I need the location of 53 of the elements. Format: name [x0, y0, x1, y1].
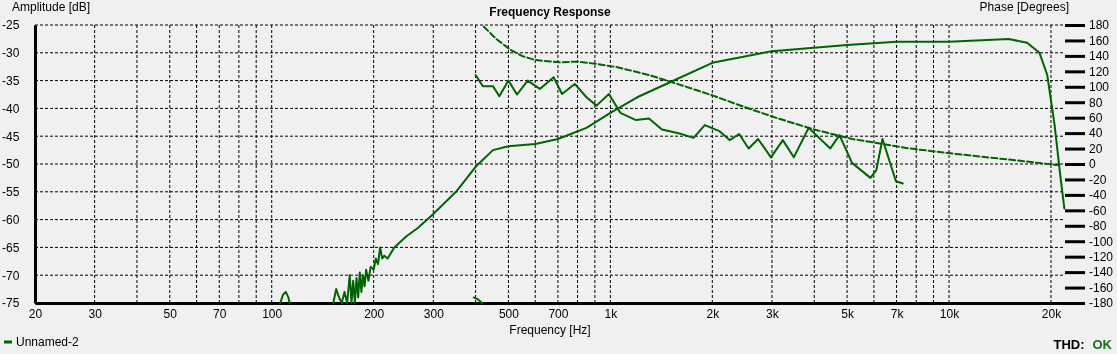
x-tick-label: 70 — [213, 306, 227, 321]
y2-tick-label: 160 — [1089, 33, 1110, 48]
y2-tick-label: 120 — [1089, 64, 1110, 79]
y2-tick-label: -160 — [1089, 280, 1114, 295]
y2-tick-label: -100 — [1089, 234, 1114, 249]
y-tick-label: -25 — [2, 18, 20, 33]
x-tick-label: 200 — [364, 306, 385, 321]
y2-tick-label: 0 — [1089, 157, 1096, 172]
x-tick-label: 700 — [548, 306, 569, 321]
text: THD: — [1053, 337, 1085, 352]
y2-tick-label: -40 — [1089, 188, 1107, 203]
y-tick-label: -50 — [2, 157, 20, 172]
x-tick-label: 3k — [766, 306, 780, 321]
x-tick-label: 50 — [163, 306, 178, 321]
x-tick-label: 10k — [939, 306, 961, 321]
y2-tick-label: -180 — [1089, 296, 1114, 311]
y-tick-label: -35 — [2, 73, 20, 88]
y2-tick-label: -20 — [1089, 172, 1107, 187]
x-tick-label: 20k — [1041, 306, 1063, 321]
y-tick-label: -55 — [2, 185, 20, 200]
y-axis-title: Amplitude [dB] — [12, 0, 91, 14]
y2-tick-label: -80 — [1089, 219, 1107, 234]
y2-tick-label: -60 — [1089, 203, 1107, 218]
chart-title: Frequency Response — [489, 5, 612, 19]
x-tick-label: 5k — [841, 306, 855, 321]
x-tick-label: 300 — [423, 306, 445, 321]
x-tick-label: 30 — [88, 306, 103, 321]
y2-tick-label: 100 — [1089, 80, 1110, 95]
y2-tick-label: 80 — [1089, 95, 1103, 110]
y2-tick-label: 40 — [1089, 126, 1103, 141]
x-tick-label: 2k — [706, 306, 721, 321]
y2-tick-label: 140 — [1089, 49, 1110, 64]
y-tick-label: -75 — [2, 296, 20, 311]
x-tick-label: 20 — [28, 306, 43, 321]
y-tick-label: -60 — [2, 212, 20, 227]
x-tick-label: 1k — [604, 306, 619, 321]
x-axis-title: Frequency [Hz] — [509, 323, 591, 337]
y-tick-label: -45 — [2, 129, 20, 144]
y-tick-label: -65 — [2, 240, 20, 255]
x-tick-label: 100 — [262, 306, 283, 321]
text: OK — [1092, 337, 1113, 352]
y2-axis-title: Phase [Degrees] — [979, 0, 1069, 14]
y2-tick-label: -120 — [1089, 250, 1114, 265]
x-tick-label: 7k — [890, 306, 905, 321]
y-tick-label: -30 — [2, 46, 20, 61]
y2-tick-label: -140 — [1089, 265, 1114, 280]
y2-tick-label: 60 — [1089, 111, 1103, 126]
x-tick-label: 500 — [498, 306, 520, 321]
y2-tick-label: 180 — [1089, 18, 1110, 33]
y-tick-label: -40 — [2, 101, 20, 116]
y-tick-label: -70 — [2, 268, 20, 283]
y2-tick-label: 20 — [1089, 141, 1103, 156]
legend-label: Unnamed-2 — [16, 335, 80, 349]
